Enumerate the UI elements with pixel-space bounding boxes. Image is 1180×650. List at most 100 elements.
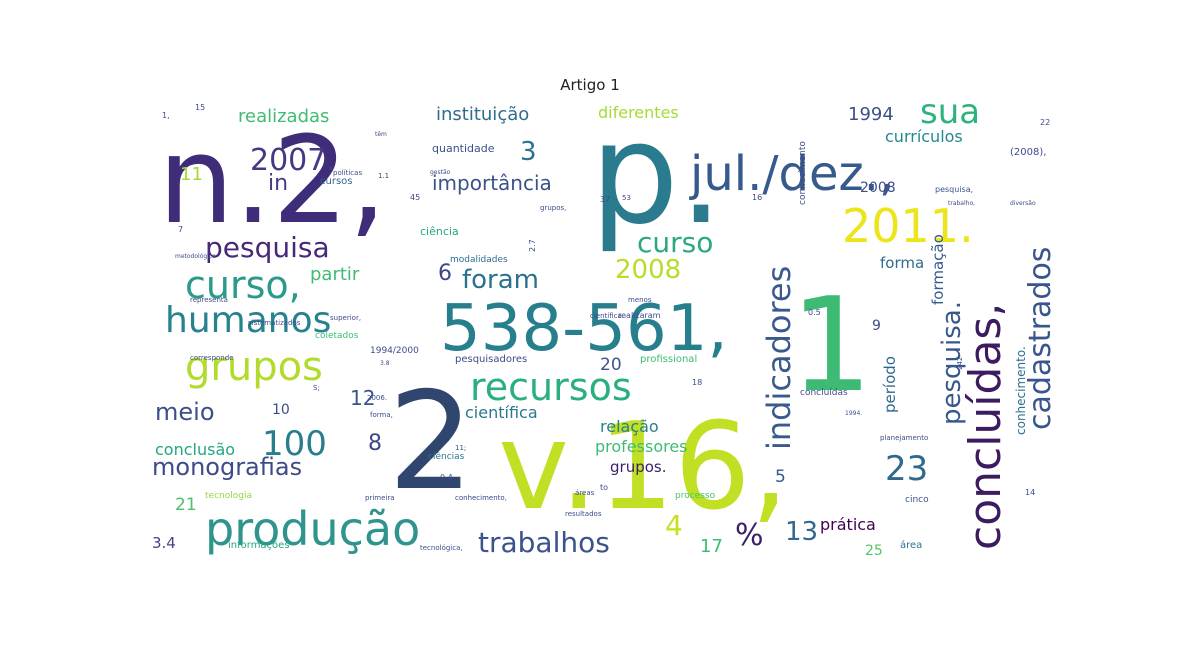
word-114: 1, bbox=[162, 111, 170, 120]
word-76: cinco bbox=[905, 495, 929, 505]
word-103: 22 bbox=[1040, 118, 1050, 127]
word-112: 14 bbox=[1025, 488, 1035, 497]
word-70: modalidades bbox=[450, 255, 508, 265]
word-4: v.16, bbox=[498, 398, 789, 537]
word-cloud-words: n.2, p. 2 v.16, 538-561, 1 jul./dez.,2011. conc… bbox=[152, 92, 1058, 559]
word-54: 17 bbox=[700, 536, 723, 557]
word-119: têm bbox=[375, 131, 387, 138]
word-84: áreas bbox=[575, 489, 595, 497]
word-57: 25 bbox=[865, 543, 883, 559]
word-105: 45 bbox=[410, 193, 420, 202]
word-77: (2008), bbox=[1010, 147, 1046, 158]
word-38: 4 bbox=[665, 509, 683, 542]
word-7: jul./dez., bbox=[689, 146, 894, 202]
word-30: in bbox=[268, 171, 288, 196]
word-90: 2006. bbox=[367, 394, 387, 402]
word-107: 2.7 bbox=[528, 239, 537, 252]
word-123: 242 bbox=[956, 357, 964, 370]
word-21: trabalhos bbox=[478, 526, 610, 559]
word-68: profissional bbox=[640, 354, 697, 365]
word-47: relação bbox=[600, 417, 659, 436]
figure-title: Artigo 1 bbox=[560, 76, 620, 94]
word-40: 12 bbox=[350, 386, 375, 410]
word-91: forma, bbox=[370, 411, 393, 419]
word-44: científica bbox=[465, 403, 538, 422]
word-46: professores bbox=[595, 437, 688, 456]
word-39: 13 bbox=[785, 517, 818, 547]
word-24: 23 bbox=[885, 449, 928, 489]
word-43: partir bbox=[310, 264, 360, 285]
word-6: 1 bbox=[790, 269, 873, 421]
word-95: metodológica bbox=[175, 253, 216, 260]
word-108: 0.4 bbox=[440, 473, 453, 482]
word-58: 3.4 bbox=[152, 534, 176, 552]
word-75: processo bbox=[675, 491, 716, 501]
word-9: concluídas, bbox=[960, 303, 1011, 550]
word-99: planejamento bbox=[880, 434, 928, 442]
word-87: menos bbox=[628, 296, 652, 304]
word-25: sua bbox=[920, 92, 980, 132]
word-78: pesquisa, bbox=[935, 185, 973, 194]
word-19: pesquisa. bbox=[937, 301, 967, 425]
word-37: % bbox=[735, 518, 764, 553]
word-28: 3 bbox=[520, 137, 537, 167]
word-12: grupos bbox=[185, 344, 323, 390]
word-53: prática bbox=[820, 515, 876, 534]
word-26: foram bbox=[462, 265, 539, 295]
word-94: representa bbox=[190, 296, 228, 304]
word-35: 1994 bbox=[848, 104, 894, 125]
word-5: 538-561, bbox=[440, 292, 728, 366]
word-62: 11 bbox=[180, 164, 203, 185]
word-109: 0.5 bbox=[808, 308, 821, 317]
word-122: 53 bbox=[622, 194, 631, 202]
word-23: 2007. bbox=[250, 143, 336, 178]
word-86: realizaram bbox=[618, 311, 661, 320]
word-60: 9 bbox=[872, 318, 881, 334]
word-89: tecnológica, bbox=[420, 544, 463, 552]
word-118: to bbox=[600, 483, 608, 492]
word-69: conhecimento bbox=[798, 141, 808, 205]
word-96: políticas bbox=[333, 169, 362, 177]
word-29: meio bbox=[155, 398, 215, 426]
word-113: 1.1 bbox=[378, 172, 389, 180]
word-11: produção bbox=[205, 502, 420, 556]
word-100: 1994. bbox=[845, 410, 862, 417]
word-2: p. bbox=[590, 93, 723, 256]
word-3: 2 bbox=[388, 363, 474, 520]
word-82: resultados bbox=[565, 510, 602, 518]
word-16: pesquisa bbox=[205, 231, 330, 264]
word-72: área bbox=[900, 539, 922, 551]
word-61: 10 bbox=[272, 402, 290, 418]
word-34: diferentes bbox=[598, 103, 679, 122]
word-17: curso, bbox=[185, 263, 301, 307]
word-31: importância bbox=[432, 171, 552, 195]
word-104: 15 bbox=[195, 103, 205, 112]
word-92: sistematizados bbox=[248, 319, 301, 327]
word-110: 18 bbox=[692, 378, 702, 387]
word-85: científica. bbox=[590, 312, 624, 320]
word-1: n.2, bbox=[158, 112, 387, 251]
word-120: grupos, bbox=[540, 204, 566, 212]
word-52: conhecimento. bbox=[1014, 346, 1028, 435]
word-22: 100 bbox=[262, 424, 327, 464]
word-59: 5 bbox=[775, 467, 786, 487]
word-8: 2011. bbox=[842, 199, 974, 253]
word-65: cursos bbox=[320, 176, 353, 187]
word-20: monografias bbox=[152, 453, 302, 481]
word-81: conhecimento, bbox=[455, 494, 507, 502]
word-64: quantidade bbox=[432, 142, 495, 155]
word-45: conclusão bbox=[155, 440, 235, 459]
word-97: gestão bbox=[430, 169, 451, 176]
word-41: 6 bbox=[438, 261, 452, 286]
word-51: período bbox=[881, 356, 899, 413]
word-49: forma bbox=[880, 254, 924, 272]
word-13: recursos bbox=[470, 365, 632, 409]
word-115: 7 bbox=[178, 225, 183, 234]
word-106: 37 bbox=[600, 195, 610, 204]
word-80: coletados bbox=[315, 331, 359, 341]
word-56: 21 bbox=[175, 495, 197, 515]
word-93: corresponde bbox=[190, 354, 233, 362]
word-15: indicadores bbox=[760, 266, 798, 450]
word-79: 1994/2000 bbox=[370, 346, 419, 356]
